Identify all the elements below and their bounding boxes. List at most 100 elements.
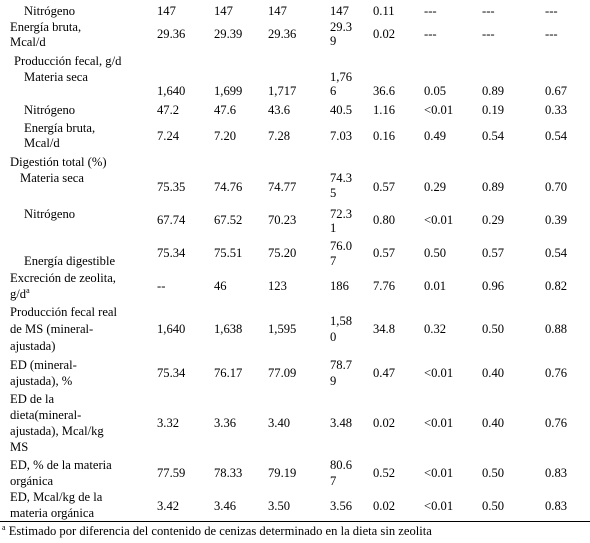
table-cell-c4: 147 [330, 4, 349, 18]
footnote-text: Estimado por diferencia del contenido de… [5, 524, 432, 538]
table-cell-p1: 0.50 [424, 246, 447, 260]
table-cell-p1: <0.01 [424, 466, 454, 480]
table-cell-p3: 0.70 [545, 180, 568, 194]
row-label: Producción fecal real [10, 305, 117, 319]
table-cell-p3: 0.82 [545, 279, 568, 293]
table-cell-c1: 1,640 [157, 84, 186, 98]
table-cell-c2: 76.17 [214, 366, 243, 380]
row-label: materia orgánica [10, 506, 95, 520]
row-label: ajustada) [10, 339, 56, 353]
row-label: Nitrógeno [24, 103, 76, 117]
table-cell-c4: 7 [330, 474, 337, 488]
table-cell-sem: 0.52 [373, 466, 396, 480]
table-cell-p3: 0.54 [545, 129, 568, 143]
table-cell-p3: 0.54 [545, 246, 568, 260]
table-cell-c4: 5 [330, 186, 337, 200]
table-cell-p1: --- [424, 4, 437, 18]
table-cell-sem: 0.02 [373, 499, 396, 513]
table-cell-c1: -- [157, 279, 166, 293]
table-cell-c1: 47.2 [157, 103, 180, 117]
table-cell-c3: 70.23 [268, 213, 297, 227]
table-cell-c1: 147 [157, 4, 176, 18]
row-label: ED, Mcal/kg de la [10, 490, 103, 504]
table-cell-c2: 3.46 [214, 499, 237, 513]
row-label: Digestión total (%) [10, 155, 107, 169]
footnote-mark: a [2, 522, 6, 532]
table-cell-c4: 3.48 [330, 416, 353, 430]
table-cell-p2: 0.57 [482, 246, 505, 260]
table-cell-c4: 78.7 [330, 358, 353, 372]
table-cell-sem: 7.76 [373, 279, 396, 293]
table-cell-p2: 0.50 [482, 322, 505, 336]
row-label: ED (mineral- [10, 358, 77, 372]
table-cell-c2: 29.39 [214, 27, 243, 41]
table-cell-p2: 0.50 [482, 499, 505, 513]
table-cell-c1: 3.32 [157, 416, 180, 430]
table-cell-p3: 0.67 [545, 84, 568, 98]
table-cell-c4: 186 [330, 279, 349, 293]
table-cell-c3: 75.20 [268, 246, 297, 260]
table-cell-c3: 79.19 [268, 466, 297, 480]
row-label: Mcal/d [24, 136, 60, 150]
table-cell-c3: 3.50 [268, 499, 291, 513]
table-cell-c3: 147 [268, 4, 287, 18]
table-cell-c2: 78.33 [214, 466, 243, 480]
row-label: Energía digestible [24, 254, 116, 268]
table-cell-c4: 80.6 [330, 458, 353, 472]
table-cell-sem: 36.6 [373, 84, 396, 98]
table-cell-c1: 1,640 [157, 322, 186, 336]
footnote-reference: a [26, 285, 30, 295]
table-cell-p2: 0.40 [482, 366, 505, 380]
table-cell-p2: 0.54 [482, 129, 505, 143]
row-label: orgánica [10, 474, 54, 488]
row-label: Materia seca [24, 70, 88, 84]
table-cell-p1: 0.32 [424, 322, 447, 336]
table-cell-c1: 75.35 [157, 180, 186, 194]
table-cell-p1: 0.29 [424, 180, 447, 194]
table-cell-p3: 0.39 [545, 213, 568, 227]
row-label: Materia seca [20, 171, 84, 185]
table-cell-p2: 0.50 [482, 466, 505, 480]
table-cell-c2: 74.76 [214, 180, 243, 194]
table-cell-sem: 0.57 [373, 246, 396, 260]
table-cell-c1: 75.34 [157, 246, 186, 260]
table-cell-c3: 77.09 [268, 366, 297, 380]
row-label: dieta(mineral- [10, 408, 82, 422]
table-cell-c3: 3.40 [268, 416, 291, 430]
table-cell-c1: 7.24 [157, 129, 180, 143]
table-cell-p1: <0.01 [424, 416, 454, 430]
row-label: ajustada), Mcal/kg [10, 424, 104, 438]
table-cell-p3: 0.76 [545, 366, 568, 380]
table-cell-p2: 0.40 [482, 416, 505, 430]
table-cell-c2: 1,638 [214, 322, 243, 336]
row-label: ED, % de la materia [10, 458, 112, 472]
table-cell-c2: 3.36 [214, 416, 237, 430]
table-cell-sem: 34.8 [373, 322, 396, 336]
table-cell-p3: 0.88 [545, 322, 568, 336]
table-cell-c4: 7 [330, 254, 337, 268]
table-cell-p2: 0.89 [482, 180, 505, 194]
row-label: Energía bruta, [10, 20, 82, 34]
table-cell-sem: 0.02 [373, 27, 396, 41]
table-cell-c3: 29.36 [268, 27, 297, 41]
table-cell-p2: 0.29 [482, 213, 505, 227]
table-cell-c4: 9 [330, 34, 337, 48]
table-cell-p1: --- [424, 27, 437, 41]
row-label: Mcal/d [10, 35, 46, 49]
table-cell-p3: --- [545, 27, 558, 41]
row-label: MS [10, 440, 29, 454]
table-cell-p3: 0.33 [545, 103, 568, 117]
table-cell-c4: 0 [330, 330, 337, 344]
row-label: Energía bruta, [24, 121, 96, 135]
row-label: Nitrógeno [24, 4, 76, 18]
table-cell-p1: 0.01 [424, 279, 447, 293]
table-cell-c3: 74.77 [268, 180, 297, 194]
table-cell-p1: <0.01 [424, 103, 454, 117]
table-cell-sem: 0.11 [373, 4, 395, 18]
row-label: Producción fecal, g/d [14, 54, 122, 68]
row-label: Nitrógeno [24, 207, 76, 221]
table-cell-c4: 72.3 [330, 207, 353, 221]
table-cell-c2: 47.6 [214, 103, 237, 117]
table-cell-c3: 123 [268, 279, 287, 293]
table-cell-c4: 1,76 [330, 70, 353, 84]
